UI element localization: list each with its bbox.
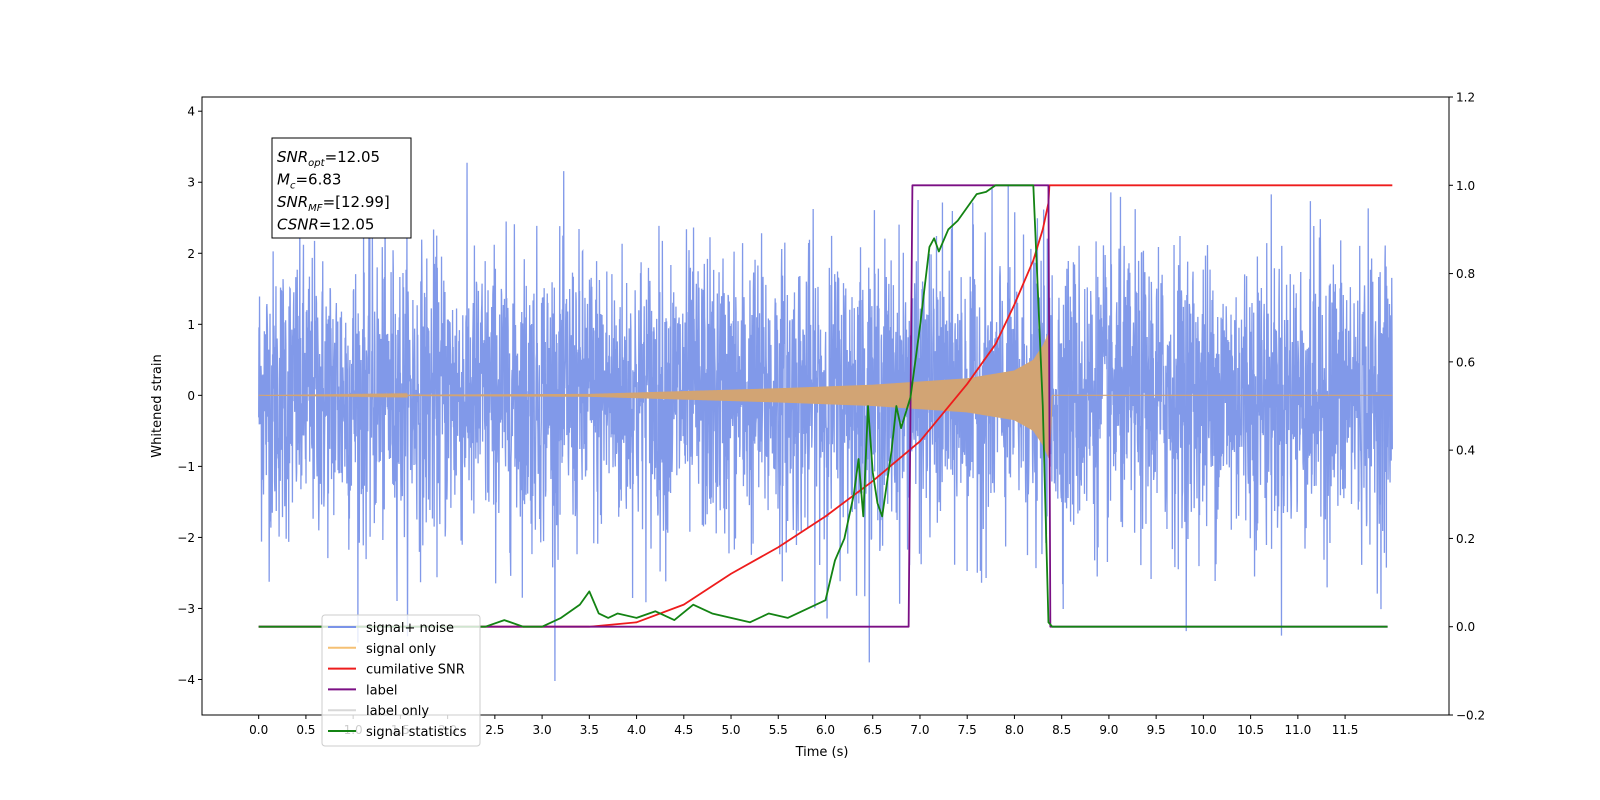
- legend-label: label: [366, 683, 397, 698]
- annotation-symbol: CSNR: [277, 216, 319, 234]
- y-left-tick-label: −1: [177, 460, 195, 474]
- y-left-tick-label: −3: [177, 602, 195, 616]
- annotation-symbol: M: [277, 171, 290, 189]
- x-tick-label: 0.0: [249, 723, 268, 737]
- x-tick-label: 8.0: [1005, 723, 1024, 737]
- annotation-line: SNRMF=[12.99]: [277, 193, 390, 214]
- x-tick-label: 5.5: [769, 723, 788, 737]
- series-cumilative-snr: [258, 184, 1393, 628]
- legend-label: label only: [366, 704, 429, 719]
- annotation-value: =12.05: [319, 216, 375, 234]
- y-left-tick-label: −4: [177, 673, 195, 687]
- x-tick-label: 0.5: [296, 723, 315, 737]
- y-axis-left: 4 3 2 1 0 −1 −2 −3 −4: [177, 105, 202, 687]
- y-right-tick-label: 0.8: [1456, 267, 1475, 281]
- annotation-value: =6.83: [295, 171, 341, 189]
- legend: signal+ noise signal only cumilative SNR la…: [321, 614, 481, 747]
- legend-label: cumilative SNR: [366, 663, 465, 678]
- x-tick-label: 5.0: [721, 723, 740, 737]
- x-tick-label: 6.0: [816, 723, 835, 737]
- y-left-tick-label: 3: [187, 176, 195, 190]
- y-right-tick-label: 0.2: [1456, 532, 1475, 546]
- y-left-tick-label: 0: [187, 389, 195, 403]
- x-tick-label: 7.5: [958, 723, 977, 737]
- legend-label: signal only: [366, 642, 436, 657]
- x-tick-label: 3.5: [580, 723, 599, 737]
- annotation-value: =12.05: [325, 148, 381, 166]
- legend-label: signal statistics: [366, 725, 467, 740]
- y-left-tick-label: 1: [187, 318, 195, 332]
- x-tick-label: 9.5: [1147, 723, 1166, 737]
- annotation-subscript: MF: [308, 203, 323, 214]
- y-left-tick-label: 2: [187, 247, 195, 261]
- annotation-symbol: SNR: [277, 193, 308, 211]
- x-tick-label: 10.0: [1190, 723, 1217, 737]
- x-tick-label: 3.0: [533, 723, 552, 737]
- y-left-tick-label: 4: [187, 105, 195, 119]
- annotation-value: =[12.99]: [323, 193, 390, 211]
- y-right-tick-label: 1.0: [1456, 179, 1475, 193]
- annotation-frame: [271, 137, 412, 239]
- annotation-box: SNRopt=12.05Mc=6.83SNRMF=[12.99]CSNR=12.…: [271, 137, 412, 239]
- x-tick-label: 10.5: [1237, 723, 1264, 737]
- annotation-line: SNRopt=12.05: [277, 148, 380, 169]
- x-tick-label: 2.5: [485, 723, 504, 737]
- annotation-subscript: c: [290, 181, 296, 192]
- x-tick-label: 11.0: [1284, 723, 1311, 737]
- legend-frame: [321, 614, 481, 747]
- x-tick-label: 7.0: [910, 723, 929, 737]
- annotation-subscript: opt: [308, 158, 325, 169]
- x-tick-label: 4.0: [627, 723, 646, 737]
- plot-area: [258, 162, 1393, 682]
- y-right-tick-label: 0.0: [1456, 620, 1475, 634]
- y-right-tick-label: 1.2: [1456, 91, 1475, 105]
- annotation-line: Mc=6.83: [277, 171, 341, 192]
- x-tick-label: 9.0: [1099, 723, 1118, 737]
- annotation-symbol: SNR: [277, 148, 308, 166]
- series-signal-statistics: [258, 184, 1388, 628]
- y-right-tick-label: 0.4: [1456, 444, 1475, 458]
- y-right-tick-label: 0.6: [1456, 355, 1475, 369]
- y-axis-right: 1.2 1.0 0.8 0.6 0.4 0.2 0.0 −0.2: [1449, 91, 1485, 723]
- series-signal-only: [258, 332, 1393, 460]
- x-tick-label: 11.5: [1332, 723, 1359, 737]
- x-tick-label: 6.5: [863, 723, 882, 737]
- y-left-tick-label: −2: [177, 531, 195, 545]
- series-signal-noise: [258, 162, 1393, 682]
- x-tick-label: 8.5: [1052, 723, 1071, 737]
- y-right-tick-label: −0.2: [1456, 709, 1485, 723]
- x-tick-label: 4.5: [674, 723, 693, 737]
- legend-label: signal+ noise: [366, 621, 454, 636]
- y-axis-label: Whitened strain: [150, 354, 165, 457]
- x-axis-label: Time (s): [795, 745, 849, 760]
- annotation-line: CSNR=12.05: [277, 216, 374, 234]
